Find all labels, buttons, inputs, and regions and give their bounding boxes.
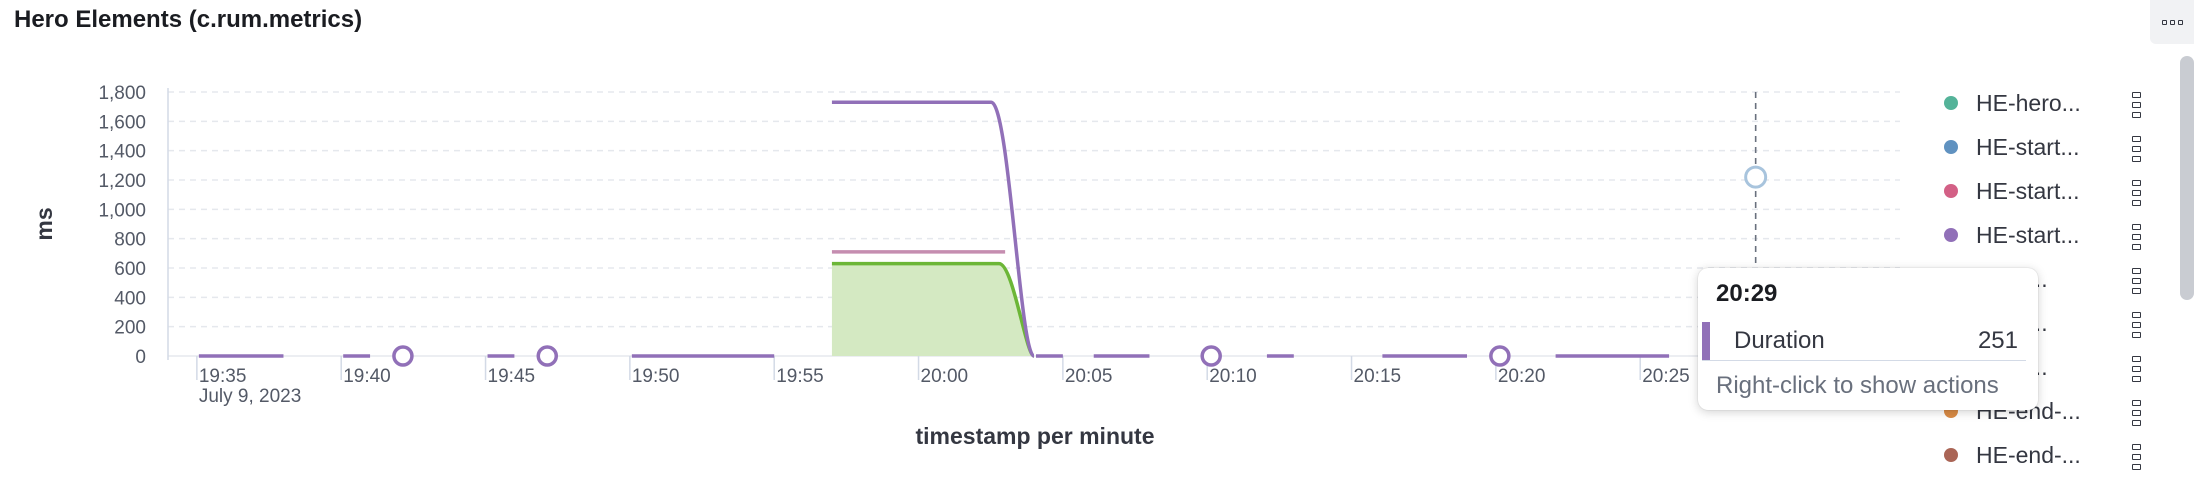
x-tick-label: 20:00 — [921, 366, 969, 387]
x-tick-label: 19:55 — [776, 366, 824, 387]
legend-action-icon[interactable] — [2132, 92, 2141, 118]
y-tick-label: 1,600 — [98, 112, 146, 133]
x-tick-label: 20:20 — [1498, 366, 1546, 387]
data-point — [1200, 345, 1222, 367]
tooltip-value: 251 — [1977, 327, 2018, 354]
line-chart[interactable]: 0 200 400 600 800 1,000 1,200 1,400 1,600 1,800 19… — [0, 0, 1900, 480]
legend-label: HE-start... — [1976, 133, 2080, 160]
legend-item[interactable]: HE-end-... — [1938, 440, 2178, 470]
more-options-icon — [2161, 19, 2183, 25]
tooltip-series-swatch — [1702, 322, 1710, 360]
x-tick-label: 20:15 — [1354, 366, 1402, 387]
panel-options-button[interactable] — [2150, 0, 2194, 44]
chart-tooltip: 20:29 Duration 251 Right-click to show a… — [1698, 268, 2038, 410]
legend-label: HE-end-... — [1976, 441, 2081, 468]
y-tick-label: 200 — [114, 318, 146, 339]
legend-label: HE-hero... — [1976, 89, 2081, 116]
tooltip-row: Duration 251 — [1702, 322, 2026, 361]
x-date-label: July 9, 2023 — [199, 386, 301, 407]
legend-color-dot — [1944, 228, 1958, 242]
y-axis-title: ms — [31, 207, 57, 240]
y-tick-label: 1,400 — [98, 142, 146, 163]
series-line — [831, 100, 1036, 358]
x-axis-title: timestamp per minute — [916, 423, 1155, 449]
y-tick-label: 1,800 — [98, 83, 146, 104]
tooltip-metric: Duration — [1734, 327, 1825, 354]
y-tick-label: 1,200 — [98, 171, 146, 192]
legend-item[interactable]: HE-hero... — [1938, 88, 2178, 118]
y-tick-label: 400 — [114, 288, 146, 309]
area-fill — [831, 263, 1034, 356]
legend-color-dot — [1944, 140, 1958, 154]
legend-color-dot — [1944, 184, 1958, 198]
legend-color-dot — [1944, 448, 1958, 462]
y-tick-label: 800 — [114, 230, 146, 251]
legend-item[interactable]: HE-start... — [1938, 132, 2178, 162]
legend-item[interactable]: HE-start... — [1938, 176, 2178, 206]
x-tick-label: 19:50 — [632, 366, 680, 387]
legend-action-icon[interactable] — [2132, 268, 2141, 294]
x-tick-label: 20:25 — [1642, 366, 1690, 387]
x-tick-label: 19:35 — [199, 366, 247, 387]
x-tick-label: 20:05 — [1065, 366, 1113, 387]
x-tick-label: 20:10 — [1209, 366, 1257, 387]
data-point — [536, 345, 559, 367]
data-point — [1744, 165, 1768, 189]
data-point — [392, 345, 414, 367]
x-tick-label: 19:45 — [488, 366, 536, 387]
legend-action-icon[interactable] — [2132, 444, 2141, 470]
legend-action-icon[interactable] — [2132, 312, 2141, 338]
tooltip-time: 20:29 — [1716, 280, 1778, 307]
legend-action-icon[interactable] — [2132, 400, 2141, 426]
legend-scrollbar[interactable] — [2180, 56, 2194, 300]
legend-color-dot — [1944, 96, 1958, 110]
legend-action-icon[interactable] — [2132, 356, 2141, 382]
legend-label: HE-start... — [1976, 221, 2080, 248]
y-tick-label: 600 — [114, 259, 146, 280]
tooltip-hint: Right-click to show actions — [1716, 372, 1999, 399]
legend-label: HE-start... — [1976, 177, 2080, 204]
legend-action-icon[interactable] — [2132, 180, 2141, 206]
panel-title: Hero Elements (c.rum.metrics) — [14, 6, 363, 33]
legend-item[interactable]: HE-start... — [1938, 220, 2178, 250]
x-tick-label: 19:40 — [343, 366, 391, 387]
y-tick-label: 0 — [135, 347, 146, 368]
y-tick-label: 1,000 — [98, 200, 146, 221]
data-point — [1489, 345, 1511, 367]
legend-action-icon[interactable] — [2132, 136, 2141, 162]
legend-action-icon[interactable] — [2132, 224, 2141, 250]
